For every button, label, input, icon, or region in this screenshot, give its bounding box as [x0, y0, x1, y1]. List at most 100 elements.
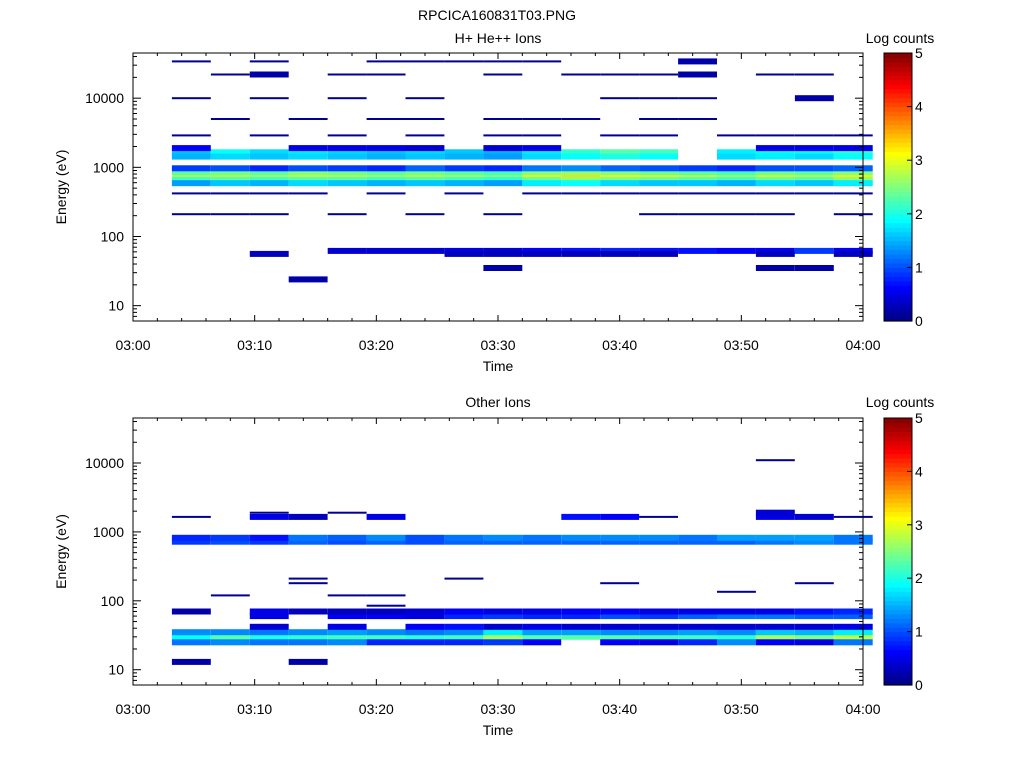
heatmap-cell — [327, 623, 367, 630]
heatmap-cell — [327, 97, 367, 100]
colorbar-tick-label: 4 — [915, 99, 923, 115]
heatmap-cell — [833, 149, 873, 156]
x-tick-label: 03:50 — [724, 701, 759, 717]
heatmap-cell — [210, 192, 250, 195]
heatmap-cell — [639, 165, 678, 172]
colorbar-segment — [884, 66, 912, 72]
heatmap-cell — [366, 180, 406, 187]
heatmap-cell — [366, 145, 406, 152]
heatmap-cell — [833, 173, 873, 179]
heatmap-cell — [794, 613, 834, 620]
heatmap-cell — [405, 169, 445, 176]
heatmap-cell — [561, 534, 601, 541]
heatmap-cell — [639, 173, 678, 179]
heatmap-cell — [522, 176, 562, 183]
heatmap-cell — [561, 173, 601, 179]
y-tick-label: 10 — [108, 298, 124, 314]
heatmap-cell — [288, 192, 328, 195]
heatmap-cell — [833, 165, 873, 172]
colorbar-segment — [884, 524, 912, 530]
heatmap-cell — [794, 633, 834, 640]
heatmap-cell — [366, 173, 406, 179]
heatmap-cell — [794, 173, 834, 179]
heatmap-cell — [639, 176, 678, 183]
heatmap-cell — [405, 608, 445, 615]
panel-other-ions: Other Ions Time Energy (eV) 03:00 03:10 03:20… — [53, 394, 934, 738]
heatmap-cell — [600, 134, 640, 137]
heatmap-cell — [249, 633, 289, 640]
heatmap-cell — [288, 633, 328, 640]
heatmap-cell — [366, 534, 406, 541]
x-tick-label: 03:40 — [602, 337, 637, 353]
colorbar-segment — [884, 564, 912, 570]
heatmap-cell — [405, 60, 445, 63]
heatmap-cell — [755, 623, 795, 630]
heatmap-cell — [833, 629, 873, 636]
heatmap-cell — [639, 629, 678, 636]
heatmap-cell — [794, 134, 834, 137]
heatmap-cell — [327, 629, 367, 636]
heatmap-cell — [639, 118, 678, 120]
colorbar-segment — [884, 676, 912, 682]
heatmap-cell — [444, 534, 484, 541]
colorbar-segment — [884, 146, 912, 152]
heatmap-cell — [288, 149, 328, 156]
heatmap-cell — [366, 165, 406, 172]
colorbar-segment — [884, 262, 912, 268]
heatmap-cell — [249, 613, 289, 620]
heatmap-cell — [249, 173, 289, 179]
colorbar-segment — [884, 631, 912, 637]
heatmap-cell — [678, 118, 717, 120]
heatmap-cell — [678, 608, 717, 615]
heatmap-cell — [755, 134, 795, 137]
heatmap-cell — [717, 180, 756, 187]
heatmap-cell — [600, 633, 640, 640]
heatmap-cell — [755, 459, 795, 462]
heatmap-cell — [561, 153, 601, 160]
colorbar-segment — [884, 671, 912, 677]
heatmap-cell — [249, 513, 289, 520]
heatmap-cell — [210, 153, 250, 160]
heatmap-cell — [483, 250, 523, 257]
heatmap-cell — [755, 250, 795, 257]
heatmap-cell — [483, 176, 523, 183]
colorbar-segment — [884, 449, 912, 455]
heatmap-cell — [522, 623, 562, 630]
heatmap-cell — [755, 639, 795, 646]
heatmap-cell — [561, 629, 601, 636]
heatmap-cell — [210, 173, 250, 179]
heatmap-cell — [639, 534, 678, 541]
heatmap-cell — [600, 250, 640, 257]
heatmap-cell — [171, 173, 211, 179]
heatmap-cell — [600, 73, 640, 76]
colorbar-title: Log counts — [866, 30, 935, 46]
heatmap-cell — [755, 149, 795, 156]
colorbar-title: Log counts — [866, 394, 935, 410]
heatmap-cell — [794, 265, 834, 271]
y-tick-label: 100 — [101, 593, 125, 609]
heatmap-cell — [522, 608, 562, 615]
heatmap-cell — [405, 639, 445, 646]
heatmap-cell — [366, 118, 406, 120]
heatmap-cell — [444, 153, 484, 160]
colorbar-segment — [884, 627, 912, 633]
heatmap-cell — [833, 169, 873, 176]
heatmap-cell — [678, 613, 717, 620]
colorbar-segment — [884, 294, 912, 300]
heatmap-cell — [678, 623, 717, 630]
heatmap-cell — [171, 134, 211, 137]
heatmap-cell — [405, 633, 445, 640]
colorbar-segment — [884, 644, 912, 650]
heatmap-cell — [794, 608, 834, 615]
heatmap-cell — [833, 192, 873, 195]
heatmap-cell — [600, 192, 640, 195]
colorbar-segment — [884, 453, 912, 459]
colorbar-segment — [884, 475, 912, 481]
colorbar-segment — [884, 529, 912, 535]
colorbar-segment — [884, 484, 912, 490]
colorbar-segment — [884, 431, 912, 437]
heatmap-cell — [794, 192, 834, 195]
heatmap-cell — [717, 134, 756, 137]
colorbar-tick-label: 1 — [915, 624, 923, 640]
heatmap-cell — [249, 250, 289, 257]
